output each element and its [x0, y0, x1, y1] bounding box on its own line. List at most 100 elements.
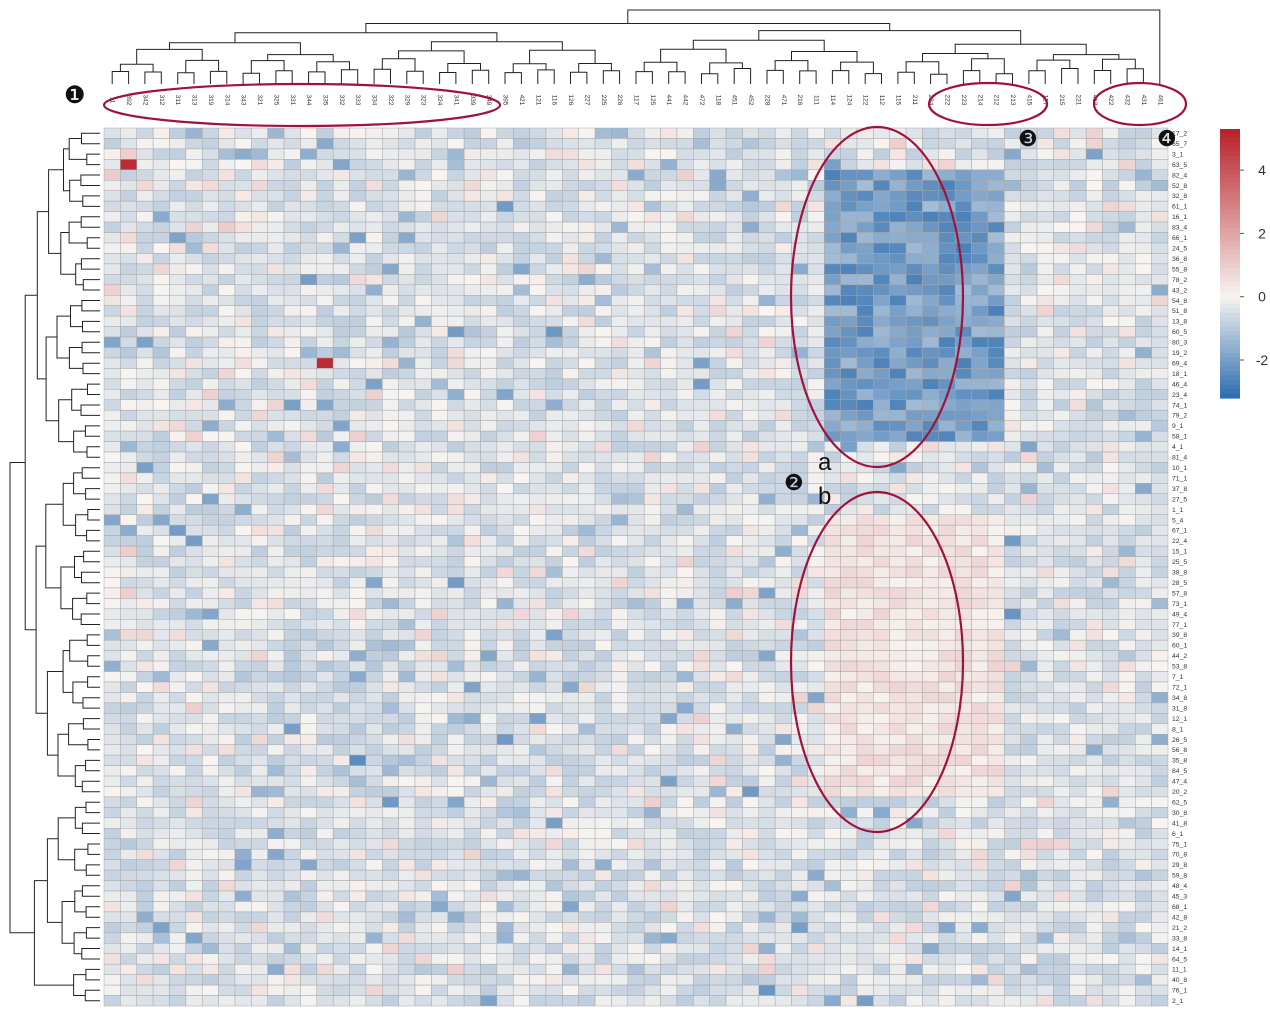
heatmap-cell — [954, 180, 972, 191]
heatmap-cell — [463, 817, 481, 829]
heatmap-cell — [1151, 556, 1169, 568]
heatmap-cell — [496, 587, 514, 599]
heatmap-cell — [1036, 305, 1054, 317]
heatmap-cell — [267, 263, 285, 275]
heatmap-cell — [414, 294, 432, 306]
heatmap-cell — [774, 807, 792, 819]
heatmap-cell — [398, 838, 416, 850]
heatmap-cell — [152, 535, 170, 547]
heatmap-cell — [660, 817, 678, 829]
heatmap-cell — [201, 263, 219, 275]
heatmap-cell — [1004, 598, 1021, 610]
heatmap-cell — [578, 263, 596, 275]
heatmap-cell — [1151, 263, 1169, 275]
heatmap-cell — [316, 890, 334, 902]
heatmap-cell — [905, 598, 923, 610]
heatmap-cell — [1069, 859, 1087, 871]
heatmap-cell — [529, 681, 547, 693]
heatmap-cell — [234, 462, 252, 474]
heatmap-cell — [414, 211, 432, 223]
heatmap-cell — [594, 389, 612, 401]
heatmap-cell — [905, 765, 923, 777]
heatmap-cell — [562, 848, 579, 860]
heatmap-cell — [627, 263, 645, 275]
heatmap-cell — [267, 294, 285, 306]
heatmap-cell — [152, 138, 170, 150]
heatmap-cell — [398, 180, 416, 191]
heatmap-cell — [136, 378, 154, 390]
heatmap-cell — [643, 326, 661, 338]
heatmap-cell — [643, 180, 661, 191]
heatmap-cell — [938, 807, 956, 819]
heatmap-cell — [1004, 305, 1021, 317]
heatmap-cell — [218, 869, 236, 881]
heatmap-cell — [758, 660, 776, 672]
heatmap-cell — [725, 263, 743, 275]
heatmap-cell — [136, 524, 154, 536]
heatmap-cell — [1036, 733, 1054, 745]
heatmap-cell — [480, 169, 498, 181]
heatmap-cell — [267, 451, 285, 463]
heatmap-cell — [1036, 598, 1054, 610]
heatmap-cell — [742, 922, 760, 934]
heatmap-cell — [889, 274, 907, 286]
heatmap-cell — [136, 587, 154, 599]
heatmap-cell — [332, 587, 350, 599]
heatmap-cell — [938, 294, 956, 306]
heatmap-cell — [643, 692, 661, 704]
heatmap-cell — [136, 922, 154, 934]
heatmap-cell — [218, 681, 236, 693]
heatmap-cell — [218, 472, 236, 484]
heatmap-cell — [463, 890, 481, 902]
heatmap-cell — [349, 869, 367, 881]
heatmap-cell — [758, 744, 776, 756]
heatmap-cell — [463, 828, 481, 840]
heatmap-cell — [758, 702, 776, 714]
heatmap-cell — [1004, 451, 1021, 463]
heatmap-cell — [1151, 598, 1169, 610]
heatmap-cell — [332, 483, 350, 495]
heatmap-cell — [742, 744, 760, 756]
heatmap-cell — [1004, 441, 1021, 453]
heatmap-cell — [938, 493, 956, 505]
heatmap-cell — [120, 242, 137, 254]
heatmap-cell — [742, 901, 760, 913]
heatmap-cell — [987, 336, 1005, 348]
heatmap-cell — [627, 430, 645, 442]
heatmap-cell — [529, 169, 547, 181]
heatmap-cell — [1020, 660, 1038, 672]
heatmap-cell — [185, 263, 203, 275]
heatmap-cell — [251, 357, 268, 369]
heatmap-cell — [693, 754, 710, 766]
heatmap-cell — [496, 775, 514, 787]
heatmap-cell — [660, 274, 678, 286]
heatmap-cell — [594, 911, 612, 923]
heatmap-cell — [414, 242, 432, 254]
heatmap-cell — [1069, 807, 1087, 819]
heatmap-cell — [1004, 566, 1021, 578]
heatmap-cell — [463, 483, 481, 495]
heatmap-cell — [873, 451, 890, 463]
heatmap-cell — [922, 305, 940, 317]
heatmap-cell — [905, 880, 923, 892]
heatmap-cell — [660, 357, 678, 369]
heatmap-cell — [611, 169, 629, 181]
heatmap-cell — [1053, 535, 1071, 547]
heatmap-cell — [300, 733, 318, 745]
heatmap-cell — [251, 242, 268, 254]
heatmap-cell — [169, 639, 187, 651]
heatmap-cell — [398, 472, 416, 484]
heatmap-cell — [398, 253, 416, 265]
heatmap-cell — [938, 681, 956, 693]
heatmap-cell — [152, 389, 170, 401]
heatmap-cell — [873, 180, 890, 191]
heatmap-cell — [1135, 368, 1152, 380]
heatmap-cell — [169, 556, 187, 568]
heatmap-cell — [807, 368, 825, 380]
heatmap-cell — [365, 786, 383, 798]
heatmap-cell — [987, 483, 1005, 495]
heatmap-cell — [774, 242, 792, 254]
heatmap-cell — [1085, 326, 1103, 338]
heatmap-cell — [660, 190, 678, 202]
heatmap-cell — [283, 242, 301, 254]
